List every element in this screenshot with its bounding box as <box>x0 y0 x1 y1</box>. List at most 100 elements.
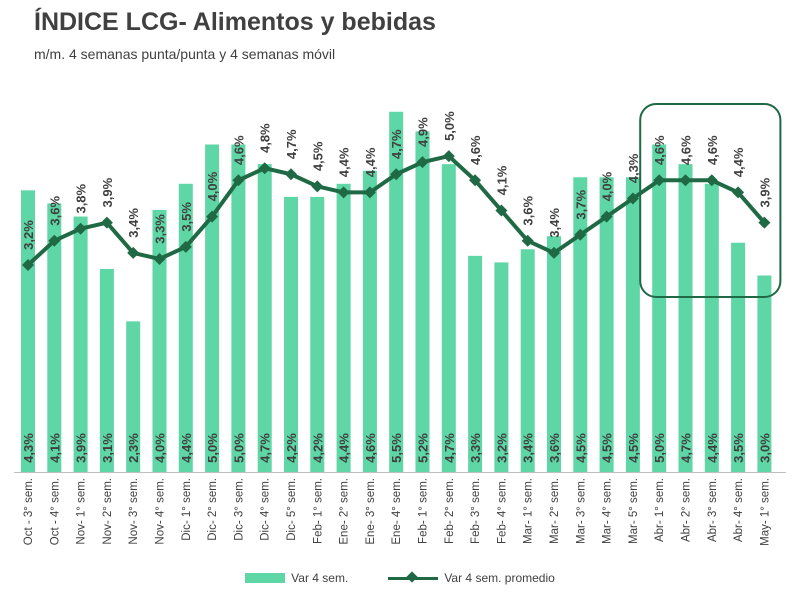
bar-labels-layer: 4,3% 4,1% 3,9% 3,1% 2,3% 4,0% 4,4% 5,0% 5,0% 4,7%… <box>21 433 772 463</box>
line-label-10: 4,7% <box>284 129 299 159</box>
bar-11 <box>310 196 325 472</box>
bar-23 <box>625 177 640 472</box>
line-point-15 <box>416 156 429 169</box>
x-tick-label-15: Feb- 1° sem. <box>418 478 430 544</box>
legend-item-line[interactable]: Var 4 sem. promedio <box>388 571 555 585</box>
line-label-28: 3,9% <box>757 177 772 207</box>
x-tick-label-22: Mar- 4° sem. <box>602 478 614 544</box>
line-point-13 <box>363 186 376 199</box>
x-tick-label-3: Nov- 2° sem. <box>102 478 114 545</box>
bars-layer <box>21 111 772 473</box>
bar-24 <box>652 144 667 472</box>
x-tick-label-27: Abr- 4° sem. <box>733 478 745 542</box>
bar-10 <box>284 196 298 472</box>
x-tick-label-10: Dic- 5° sem. <box>286 478 298 541</box>
bar-label-19: 3,4% <box>521 433 536 463</box>
line-point-24 <box>653 174 666 187</box>
bar-14 <box>389 111 404 472</box>
line-label-24: 4,6% <box>652 135 667 165</box>
bar-label-20: 3,6% <box>547 433 562 463</box>
line-label-20: 3,4% <box>547 208 562 238</box>
line-label-22: 4,0% <box>600 171 615 201</box>
line-label-26: 4,6% <box>705 135 720 165</box>
line-label-12: 4,4% <box>337 147 352 177</box>
x-tick-label-1: Oct - 4° sem. <box>49 478 61 545</box>
line-point-23 <box>626 192 639 205</box>
bar-label-26: 4,4% <box>705 433 720 463</box>
bar-21 <box>573 177 588 472</box>
line-point-20 <box>548 246 560 259</box>
bar-15 <box>415 131 430 472</box>
x-tick-label-19: Mar- 1° sem. <box>523 478 535 544</box>
bar-5 <box>152 210 167 472</box>
bar-label-3: 3,1% <box>100 433 115 463</box>
bar-2 <box>73 216 88 472</box>
line-point-18 <box>495 204 508 217</box>
bar-label-14: 5,5% <box>389 433 404 463</box>
highlight-layer <box>639 103 782 298</box>
line-point-21 <box>574 228 587 241</box>
legend-bar-swatch <box>245 573 286 583</box>
line-label-6: 3,5% <box>179 202 194 232</box>
x-tick-label-14: Ene- 4° sem. <box>391 478 403 545</box>
line-point-12 <box>337 186 350 199</box>
x-tick-label-11: Feb- 1° sem. <box>312 478 324 544</box>
line-point-26 <box>705 174 718 187</box>
bar-26 <box>704 183 719 473</box>
x-tick-label-23: Mar- 5° sem. <box>628 478 640 544</box>
x-tick-label-18: Feb- 4° sem. <box>496 478 508 544</box>
line-point-1 <box>48 234 61 247</box>
x-tick-label-13: Ene- 3° sem. <box>365 478 377 545</box>
bar-label-21: 4,5% <box>573 433 588 463</box>
bar-label-1: 4,1% <box>47 433 62 463</box>
line-labels-layer: 3,2% 3,6% 3,8% 3,9% 3,4% 3,3% 3,5% 4,0% 4,6% 4,8%… <box>21 111 772 250</box>
bar-8 <box>231 144 246 472</box>
line-point-27 <box>732 186 745 199</box>
line-point-22 <box>600 210 613 223</box>
line-point-14 <box>390 168 403 181</box>
line-label-2: 3,8% <box>74 183 89 213</box>
line-point-17 <box>469 174 482 187</box>
x-tick-label-26: Abr- 3° sem. <box>707 478 719 542</box>
line-label-13: 4,4% <box>363 147 378 177</box>
x-tick-label-8: Dic- 3° sem. <box>233 478 245 541</box>
line-label-14: 4,7% <box>389 129 404 159</box>
x-tick-label-12: Ene- 2° sem. <box>339 478 351 545</box>
x-tick-label-21: Mar- 3° sem. <box>575 478 587 544</box>
x-axis: Oct - 3° sem. Oct - 4° sem. Nov- 1° sem. No… <box>14 472 786 546</box>
chart-subtitle: m/m. 4 semanas punta/punta y 4 semanas m… <box>34 46 336 62</box>
bar-label-27: 3,5% <box>731 433 746 463</box>
bar-label-9: 4,7% <box>258 433 273 463</box>
line-label-17: 4,6% <box>468 135 483 165</box>
bar-label-6: 4,4% <box>179 433 194 463</box>
line-label-8: 4,6% <box>231 135 246 165</box>
line-point-25 <box>679 174 692 187</box>
line-label-7: 4,0% <box>205 171 220 201</box>
x-tick-label-2: Nov- 1° sem. <box>76 478 88 545</box>
bar-12 <box>336 183 351 473</box>
x-tick-label-20: Mar- 2° sem. <box>549 478 561 544</box>
line-label-16: 5,0% <box>442 111 457 141</box>
combo-chart: 4,3% 4,1% 3,9% 3,1% 2,3% 4,0% 4,4% 5,0% 5,0% 4,7%… <box>14 103 786 546</box>
bar-label-11: 4,2% <box>310 433 325 463</box>
x-tick-label-24: Abr- 1° sem. <box>654 478 666 542</box>
line-label-18: 4,1% <box>494 165 509 195</box>
line-point-6 <box>179 240 192 253</box>
line-label-4: 3,4% <box>126 208 141 238</box>
bar-label-17: 3,3% <box>468 433 483 463</box>
bar-27 <box>731 242 746 472</box>
chart-title: ÍNDICE LCG- Alimentos y bebidas <box>34 8 436 36</box>
bar-label-4: 2,3% <box>126 433 141 463</box>
bar-label-8: 5,0% <box>231 433 246 463</box>
bar-label-16: 4,7% <box>442 433 457 463</box>
bar-19 <box>520 249 535 472</box>
x-tick-label-5: Nov- 4° sem. <box>155 478 167 545</box>
line-point-7 <box>206 210 219 223</box>
line-label-27: 4,4% <box>731 147 746 177</box>
bar-label-13: 4,6% <box>363 433 378 463</box>
bar-20 <box>547 236 561 472</box>
bar-label-5: 4,0% <box>153 433 168 463</box>
bar-25 <box>678 164 693 472</box>
line-label-3: 3,9% <box>100 177 115 207</box>
legend-item-bars[interactable]: Var 4 sem. <box>245 571 348 585</box>
